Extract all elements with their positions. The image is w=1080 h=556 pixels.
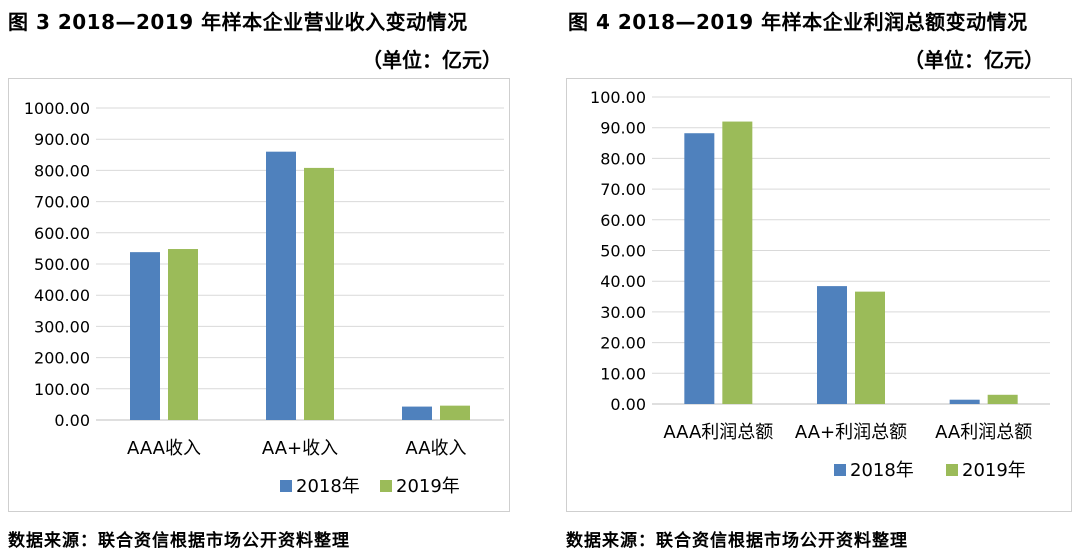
x-category-label: AAA利润总额 bbox=[663, 422, 773, 443]
x-category-label: AA利润总额 bbox=[935, 422, 1032, 443]
legend-label-0: 2018年 bbox=[850, 460, 914, 481]
y-tick-label: 1000.00 bbox=[24, 99, 90, 118]
y-tick-label: 0.00 bbox=[610, 395, 646, 414]
legend-swatch-1 bbox=[946, 464, 958, 476]
bar-2018-1 bbox=[266, 151, 296, 420]
y-tick-label: 40.00 bbox=[600, 272, 646, 291]
x-category-label: AA收入 bbox=[405, 438, 466, 459]
y-tick-label: 30.00 bbox=[600, 303, 646, 322]
y-tick-label: 50.00 bbox=[600, 242, 646, 261]
chart1-title: 图 3 2018—2019 年样本企业营业收入变动情况 bbox=[8, 10, 468, 34]
legend-label-1: 2019年 bbox=[962, 460, 1026, 481]
y-tick-label: 200.00 bbox=[34, 349, 90, 368]
y-tick-label: 500.00 bbox=[34, 255, 90, 274]
chart2-title: 图 4 2018—2019 年样本企业利润总额变动情况 bbox=[568, 10, 1028, 34]
x-category-label: AA+利润总额 bbox=[795, 422, 907, 443]
legend-label-0: 2018年 bbox=[296, 476, 360, 497]
chart1-unit: （单位：亿元） bbox=[362, 48, 502, 72]
y-tick-label: 300.00 bbox=[34, 317, 90, 336]
y-tick-label: 700.00 bbox=[34, 193, 90, 212]
legend-swatch-0 bbox=[834, 464, 846, 476]
bar-2018-2 bbox=[402, 406, 432, 420]
bar-2018-0 bbox=[130, 252, 160, 420]
bar-2019-2 bbox=[440, 405, 470, 420]
y-tick-label: 900.00 bbox=[34, 130, 90, 149]
legend-swatch-0 bbox=[280, 480, 292, 492]
legend-swatch-1 bbox=[380, 480, 392, 492]
bar-2018-0 bbox=[684, 133, 715, 404]
chart1-source: 数据来源：联合资信根据市场公开资料整理 bbox=[8, 531, 350, 551]
y-tick-label: 100.00 bbox=[590, 88, 646, 107]
chart2-frame bbox=[566, 78, 1072, 512]
y-tick-label: 600.00 bbox=[34, 224, 90, 243]
y-tick-label: 90.00 bbox=[600, 119, 646, 138]
bar-2019-2 bbox=[987, 394, 1018, 404]
y-tick-label: 10.00 bbox=[600, 364, 646, 383]
chart2-source: 数据来源：联合资信根据市场公开资料整理 bbox=[566, 531, 908, 551]
y-tick-label: 100.00 bbox=[34, 380, 90, 399]
bar-2019-0 bbox=[722, 121, 753, 404]
x-category-label: AA+收入 bbox=[262, 438, 338, 459]
y-tick-label: 80.00 bbox=[600, 149, 646, 168]
y-tick-label: 0.00 bbox=[54, 411, 90, 430]
y-tick-label: 70.00 bbox=[600, 180, 646, 199]
bar-2019-0 bbox=[168, 249, 198, 420]
y-tick-label: 400.00 bbox=[34, 286, 90, 305]
chart2-unit: （单位：亿元） bbox=[904, 48, 1044, 72]
y-tick-label: 800.00 bbox=[34, 161, 90, 180]
bar-2018-2 bbox=[949, 399, 980, 404]
x-category-label: AAA收入 bbox=[127, 438, 201, 459]
bar-2019-1 bbox=[304, 167, 334, 420]
legend-label-1: 2019年 bbox=[396, 476, 460, 497]
y-tick-label: 60.00 bbox=[600, 211, 646, 230]
bar-2019-1 bbox=[855, 291, 885, 404]
bar-2018-1 bbox=[817, 286, 847, 404]
y-tick-label: 20.00 bbox=[600, 334, 646, 353]
chart1-frame bbox=[8, 78, 510, 512]
